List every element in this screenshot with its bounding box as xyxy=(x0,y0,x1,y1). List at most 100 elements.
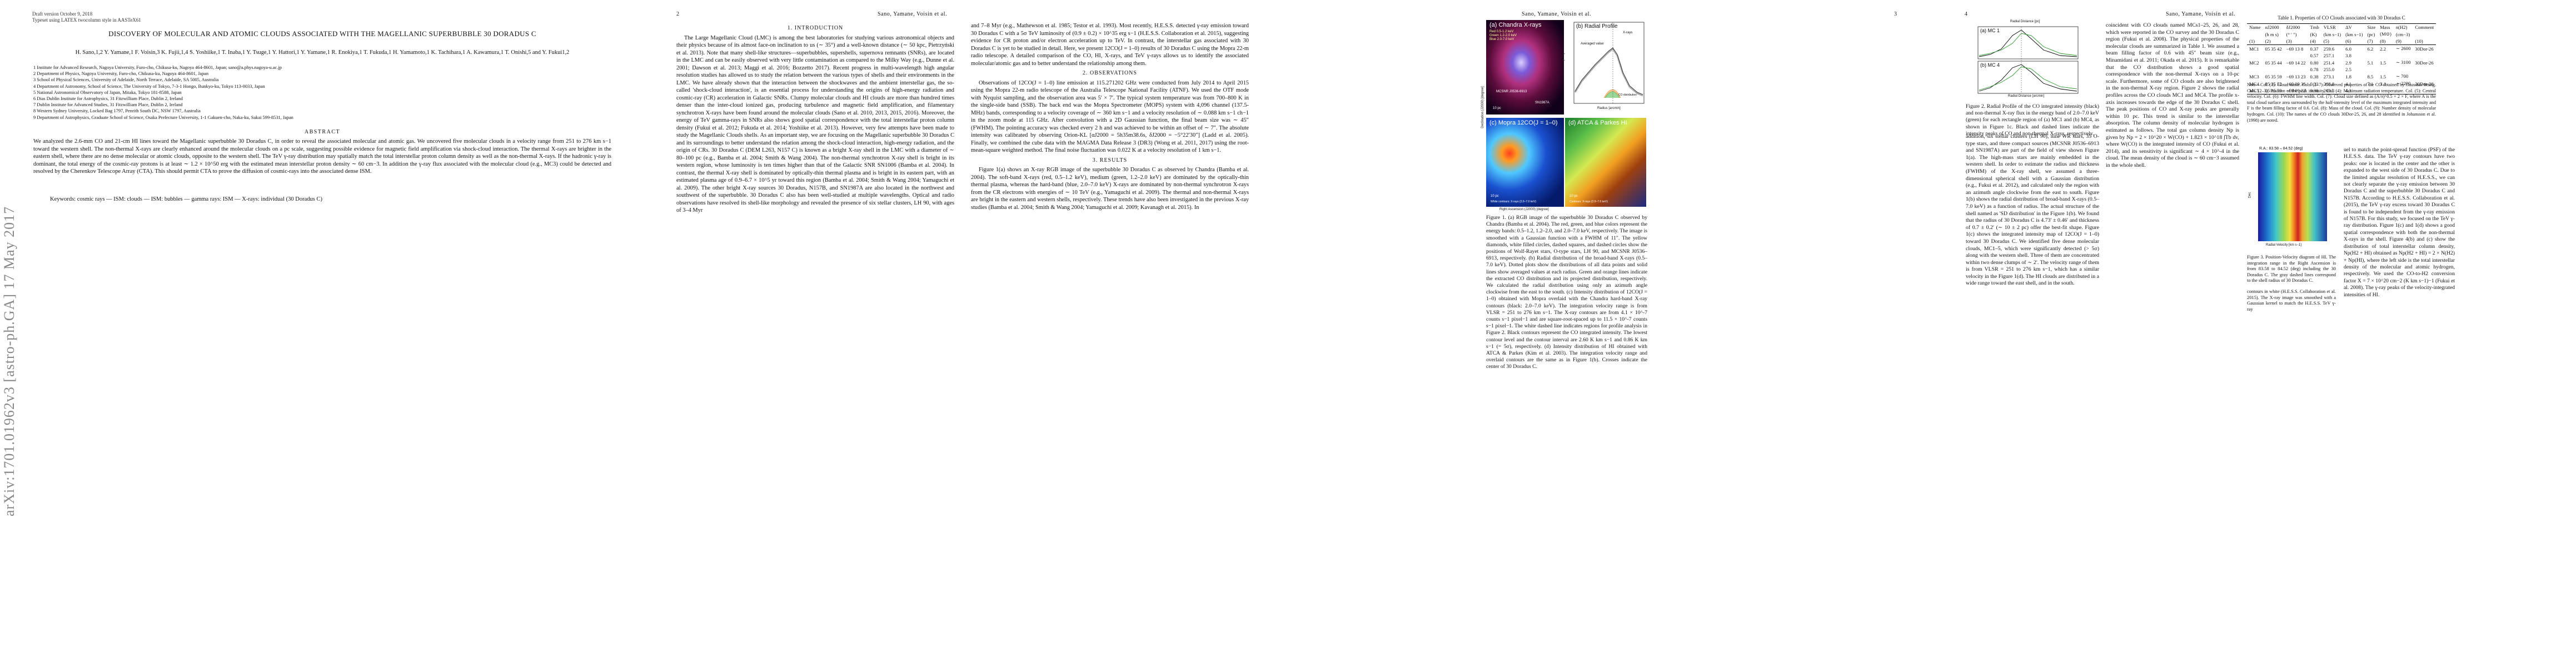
source-label: SN1987A xyxy=(1535,101,1549,104)
table-cell xyxy=(2284,52,2308,59)
table-header: Comment xyxy=(2415,24,2434,30)
contour-legend: White contours: X-rays (2.0–7.0 keV) xyxy=(1491,200,1536,203)
affiliation-list: 1 Institute for Advanced Research, Nagoy… xyxy=(33,64,611,121)
table-1-note: Note—Col. (1): Cloud name. Cols. (2–7): … xyxy=(2247,82,2436,123)
section-heading: 2. OBSERVATIONS xyxy=(1083,70,1137,76)
table-cell: (7) xyxy=(2367,38,2373,44)
table-cell: 0.78 xyxy=(2310,67,2319,72)
table-cell: (3) xyxy=(2286,38,2292,44)
table-cell: 273.1 xyxy=(2323,73,2335,79)
figure-3: R.A.: 83.58 – 84.52 (deg) Dec Radial Vel… xyxy=(2247,147,2331,252)
table-cell: (K) xyxy=(2310,31,2317,37)
page4-foot-text: contours in white (H.E.S.S. Collaboratio… xyxy=(2247,289,2336,312)
fig3-xlabel: Radial Velocity [km s−1] xyxy=(2266,243,2301,247)
table-cell: (cm−3) xyxy=(2395,31,2410,37)
keywords: Keywords: cosmic rays — ISM: clouds — IS… xyxy=(50,196,322,202)
table-cell: (h m s) xyxy=(2265,31,2279,37)
table-cell: 6.0 xyxy=(2345,46,2351,52)
radial-profile-mc-svg xyxy=(1977,26,2079,94)
fig3-title: R.A.: 83.58 – 84.52 (deg) xyxy=(2259,147,2303,151)
table-row: 0.78 255.0 2.5 xyxy=(2247,66,2436,73)
table-cell xyxy=(2394,66,2413,73)
table-cell xyxy=(2378,66,2394,73)
table-cell xyxy=(2263,52,2284,59)
page-3: Sano, Yamane, Voisin et al. 3 (a) Chandr… xyxy=(1288,0,1932,667)
table-cell xyxy=(2413,31,2436,38)
table-cell: 257.1 xyxy=(2323,53,2335,58)
table-cell: 3.1 xyxy=(2380,81,2386,87)
table-cell: ∼ 3100 xyxy=(2395,59,2411,65)
table-cell xyxy=(2365,52,2378,59)
table-row: 0.57 257.1 3.8 xyxy=(2247,52,2436,59)
contour-legend: Contours: X-rays (2.0–7.0 keV) xyxy=(1569,200,1608,203)
running-head: Sano, Yamane, Voisin et al. xyxy=(1522,11,1592,17)
table-cell: 4.1 xyxy=(2345,81,2351,87)
table-cell: −69 14 22 xyxy=(2286,59,2306,66)
table-row: MC3 05 35 59 −69 13 23 0.38 273.1 1.8 8.5 1.5 ∼ … xyxy=(2247,73,2436,80)
table-1-title: Table 1. Properties of CO Clouds associa… xyxy=(2278,15,2405,21)
observations-text: Observations of 12CO(J = 1–0) line emiss… xyxy=(971,79,1249,154)
draft-notice: Draft version October 9, 2018 Typeset us… xyxy=(32,11,141,23)
page-number: 4 xyxy=(1965,11,1968,17)
table-cell xyxy=(2394,52,2413,59)
figure-2: (a) MC 1 (b) MC 4 Radial Distance [pc] R… xyxy=(1966,20,2094,100)
table-cell: 2.5 xyxy=(2345,67,2351,72)
table-cell: ∼ 700 xyxy=(2395,73,2409,79)
source-label: MCSNR J0536-6913 xyxy=(1496,90,1527,93)
table-row: MC1 05 35 42 −69 13 8 0.37 259.6 6.0 6.2 2.2 ∼ 2… xyxy=(2247,45,2436,53)
table-cell: 1.8 xyxy=(2345,73,2351,79)
table-cell: −69 13 23 xyxy=(2286,73,2306,79)
table-cell: 05 35 52 xyxy=(2265,81,2282,87)
draft-line-1: Draft version October 9, 2018 xyxy=(32,11,93,17)
panel-label: (b) Radial Profile xyxy=(1576,23,1618,29)
page-1: arXiv:1701.01962v3 [astro-ph.GA] 17 May … xyxy=(0,0,644,667)
affiliation-item: 4 Department of Astronomy, School of Sci… xyxy=(33,83,265,89)
table-cell xyxy=(2413,52,2436,59)
paper-title: DISCOVERY OF MOLECULAR AND ATOMIC CLOUDS… xyxy=(108,29,536,38)
table-cell: 4.3 xyxy=(2345,88,2351,93)
table-cell: (km s−1) xyxy=(2323,31,2341,37)
table-cell: −69 09 22 xyxy=(2286,88,2306,93)
table-cell: (M⊙) xyxy=(2380,31,2391,37)
table-row: MC5 05 35 59 −69 09 22 0.38 269.3 4.3 xyxy=(2247,87,2437,94)
table-cell: −69 09 36 xyxy=(2286,81,2306,87)
table-header: ΔV xyxy=(2345,24,2352,30)
table-cell: (10) xyxy=(2415,38,2423,44)
affiliation-item: 2 Department of Physics, Nagoya Universi… xyxy=(33,71,209,77)
radial-profile-svg xyxy=(1573,22,1645,104)
page-number: 3 xyxy=(1894,11,1897,17)
ra-axis-label: Right Ascension (J2000) [degree] xyxy=(1499,208,1549,211)
results-text: Figure 1(a) shows an X-ray RGB image of … xyxy=(971,167,1249,211)
plot-top-xlabel: Radial Distance [pc] xyxy=(2010,20,2040,23)
figure-1-caption: Figure 1. (a) RGB image of the superbubb… xyxy=(1486,215,1647,370)
arxiv-stamp: arXiv:1701.01962v3 [astro-ph.GA] 17 May … xyxy=(1,206,17,517)
page-number: 2 xyxy=(676,11,680,17)
panel-c-frame: (c) Mopra 12CO(J = 1–0) 10 pc White cont… xyxy=(1486,118,1564,207)
table-cell: 1.5 xyxy=(2380,73,2386,79)
table-cell: 259.6 xyxy=(2323,46,2335,52)
table-cell: (2) xyxy=(2265,38,2271,44)
running-head: Sano, Yamane, Voisin et al. xyxy=(2166,11,2236,17)
page4-right-column: uel to match the point-spread function (… xyxy=(2344,147,2455,298)
table-units-row: (h m s) (° ′ ″) (K) (km s−1) (km s−1) (p… xyxy=(2247,31,2436,38)
table-cell: 0.57 xyxy=(2310,53,2319,58)
table-cell xyxy=(2413,73,2436,80)
table-cell xyxy=(2263,66,2284,73)
table-cell: 30Dor-26 xyxy=(2415,46,2434,52)
fig3-ylabel: Dec xyxy=(2248,192,2252,198)
page-4: 4 Sano, Yamane, Voisin et al. (a) MC 1 (… xyxy=(1932,0,2576,667)
intro-text: The Large Magellanic Cloud (LMC) is amon… xyxy=(676,34,954,214)
table-cell: 30Dor-26 xyxy=(2415,59,2434,66)
table-cell: 0.38 xyxy=(2310,88,2319,93)
running-head: Sano, Yamane, Voisin et al. xyxy=(878,11,948,17)
panel-a-frame: (a) Chandra X-rays Red 0.5-1.2 keV Green… xyxy=(1486,20,1564,115)
table-cell: 2.2 xyxy=(2380,46,2386,52)
table-cell: 05 35 42 xyxy=(2265,46,2282,52)
table-cell: MC5 xyxy=(2249,88,2259,93)
panel-label: (c) Mopra 12CO(J = 1–0) xyxy=(1489,120,1558,126)
table-cell: MC4 xyxy=(2249,81,2259,87)
dec-axis-label: Declination (J2000) [degree] xyxy=(1481,86,1484,128)
pv-diagram xyxy=(2258,152,2327,241)
table-cell: MC2 xyxy=(2249,59,2259,66)
table-cell: 05 35 59 xyxy=(2265,73,2282,79)
